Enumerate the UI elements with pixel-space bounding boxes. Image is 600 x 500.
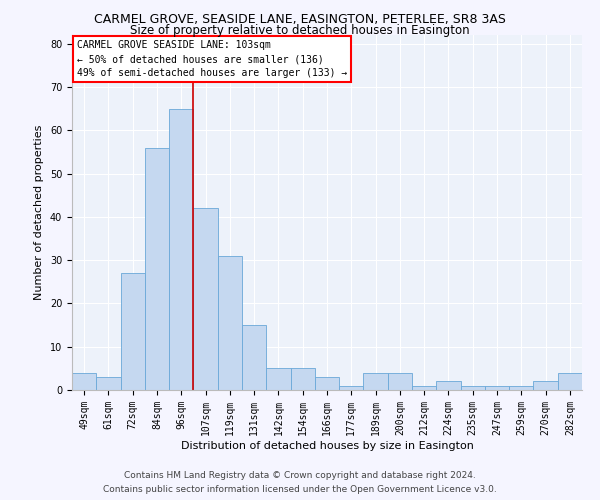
Bar — [364, 372, 388, 390]
Bar — [290, 368, 315, 390]
Bar — [485, 386, 509, 390]
Text: CARMEL GROVE SEASIDE LANE: 103sqm
← 50% of detached houses are smaller (136)
49%: CARMEL GROVE SEASIDE LANE: 103sqm ← 50% … — [77, 40, 347, 78]
Bar — [96, 377, 121, 390]
Bar — [388, 372, 412, 390]
Bar — [145, 148, 169, 390]
Bar — [412, 386, 436, 390]
Bar — [315, 377, 339, 390]
Text: CARMEL GROVE, SEASIDE LANE, EASINGTON, PETERLEE, SR8 3AS: CARMEL GROVE, SEASIDE LANE, EASINGTON, P… — [94, 12, 506, 26]
Bar — [509, 386, 533, 390]
Bar — [242, 325, 266, 390]
Bar — [121, 273, 145, 390]
Text: Size of property relative to detached houses in Easington: Size of property relative to detached ho… — [130, 24, 470, 37]
Y-axis label: Number of detached properties: Number of detached properties — [34, 125, 44, 300]
Bar — [193, 208, 218, 390]
Bar — [266, 368, 290, 390]
Text: Contains HM Land Registry data © Crown copyright and database right 2024.
Contai: Contains HM Land Registry data © Crown c… — [103, 472, 497, 494]
Bar — [533, 382, 558, 390]
Bar — [461, 386, 485, 390]
Bar — [339, 386, 364, 390]
Bar — [218, 256, 242, 390]
Bar — [558, 372, 582, 390]
Bar — [436, 382, 461, 390]
Bar — [169, 108, 193, 390]
Bar — [72, 372, 96, 390]
X-axis label: Distribution of detached houses by size in Easington: Distribution of detached houses by size … — [181, 440, 473, 450]
